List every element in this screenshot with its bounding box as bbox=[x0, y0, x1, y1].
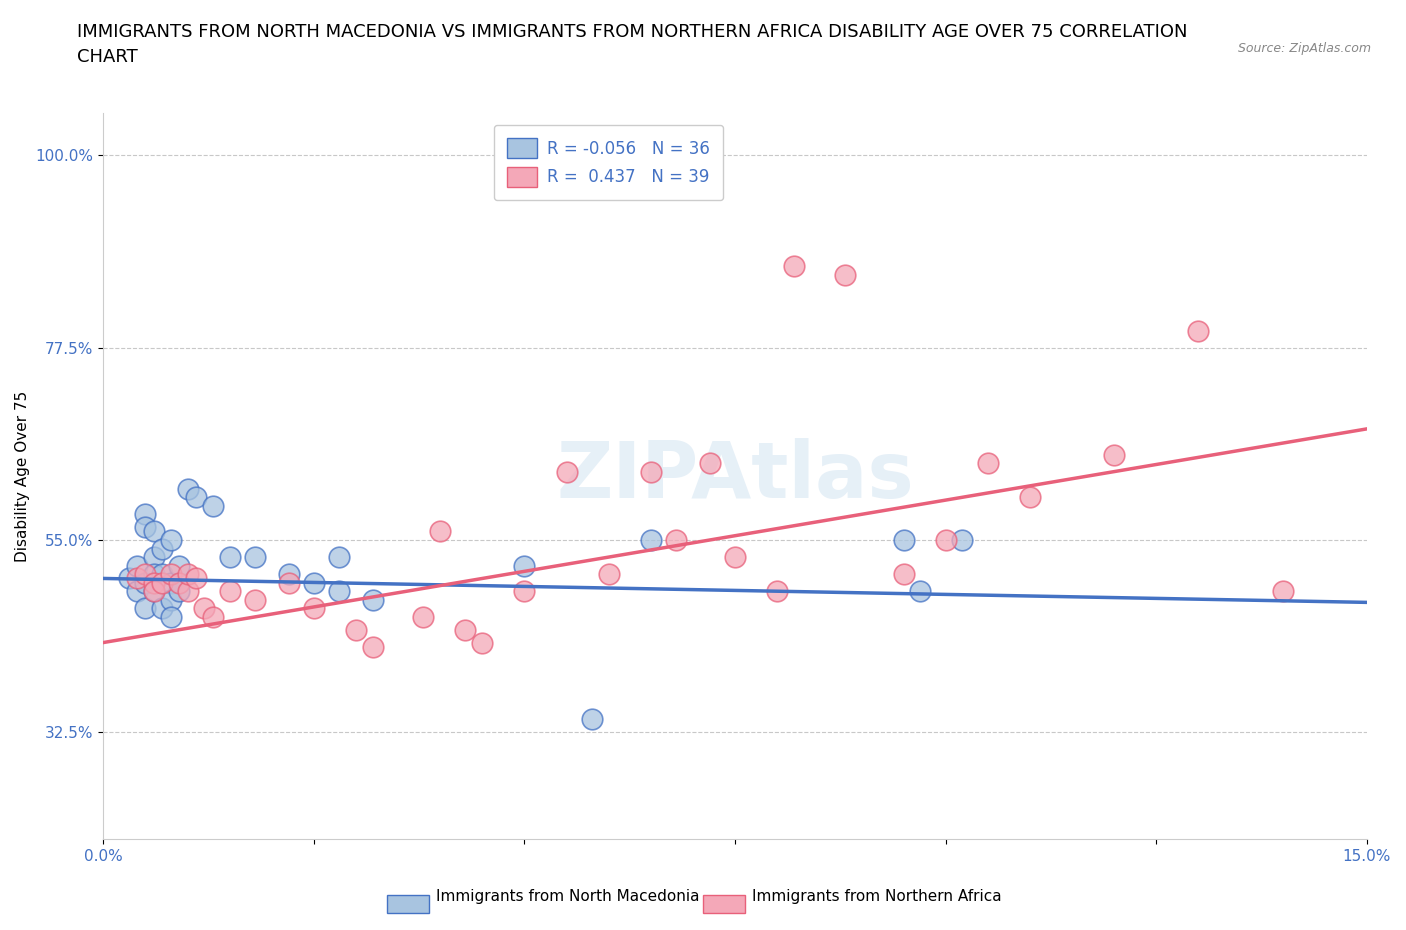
Point bbox=[134, 601, 156, 616]
Point bbox=[150, 601, 173, 616]
Point bbox=[159, 576, 181, 591]
Point bbox=[150, 541, 173, 556]
Point bbox=[184, 490, 207, 505]
Point bbox=[125, 571, 148, 586]
Point bbox=[555, 464, 578, 479]
Point bbox=[176, 566, 198, 581]
Point bbox=[159, 533, 181, 548]
Point bbox=[328, 584, 350, 599]
Point bbox=[243, 550, 266, 565]
Point bbox=[167, 576, 190, 591]
Point bbox=[193, 601, 215, 616]
Point bbox=[125, 558, 148, 573]
Point bbox=[302, 601, 325, 616]
Point bbox=[640, 533, 662, 548]
Text: ZIPAtlas: ZIPAtlas bbox=[557, 438, 914, 514]
Point bbox=[344, 622, 367, 637]
Point bbox=[412, 609, 434, 624]
Point bbox=[142, 524, 165, 538]
Point bbox=[1271, 584, 1294, 599]
Text: Immigrants from Northern Africa: Immigrants from Northern Africa bbox=[752, 889, 1002, 904]
Point bbox=[783, 259, 806, 274]
Point bbox=[429, 524, 451, 538]
Point bbox=[1187, 323, 1209, 338]
Point bbox=[201, 498, 224, 513]
Point bbox=[977, 456, 1000, 471]
Point bbox=[134, 507, 156, 522]
Point bbox=[328, 550, 350, 565]
Point bbox=[167, 558, 190, 573]
Point bbox=[134, 566, 156, 581]
Point bbox=[471, 635, 494, 650]
Text: Immigrants from North Macedonia: Immigrants from North Macedonia bbox=[436, 889, 699, 904]
Point bbox=[159, 566, 181, 581]
Point bbox=[159, 609, 181, 624]
Point bbox=[277, 576, 299, 591]
Point bbox=[766, 584, 789, 599]
Point bbox=[150, 576, 173, 591]
Point bbox=[581, 712, 603, 727]
Point bbox=[910, 584, 932, 599]
Point bbox=[142, 550, 165, 565]
Point bbox=[201, 609, 224, 624]
Point bbox=[699, 456, 721, 471]
Point bbox=[893, 566, 915, 581]
Point bbox=[893, 533, 915, 548]
Point bbox=[598, 566, 620, 581]
Text: Source: ZipAtlas.com: Source: ZipAtlas.com bbox=[1237, 42, 1371, 55]
Point bbox=[117, 571, 139, 586]
Point bbox=[302, 576, 325, 591]
Point bbox=[159, 592, 181, 607]
Text: IMMIGRANTS FROM NORTH MACEDONIA VS IMMIGRANTS FROM NORTHERN AFRICA DISABILITY AG: IMMIGRANTS FROM NORTH MACEDONIA VS IMMIG… bbox=[77, 23, 1188, 66]
Point bbox=[952, 533, 974, 548]
Legend: R = -0.056   N = 36, R =  0.437   N = 39: R = -0.056 N = 36, R = 0.437 N = 39 bbox=[494, 125, 724, 200]
Point bbox=[834, 268, 856, 283]
Point bbox=[134, 576, 156, 591]
Point bbox=[125, 584, 148, 599]
Point bbox=[142, 584, 165, 599]
Point bbox=[176, 584, 198, 599]
Point bbox=[150, 566, 173, 581]
Point bbox=[665, 533, 688, 548]
Point bbox=[513, 584, 536, 599]
Point bbox=[176, 481, 198, 496]
Point bbox=[134, 520, 156, 535]
Point bbox=[167, 584, 190, 599]
Point bbox=[218, 550, 240, 565]
Point bbox=[142, 584, 165, 599]
Point bbox=[724, 550, 747, 565]
Point bbox=[935, 533, 957, 548]
Point bbox=[513, 558, 536, 573]
Point bbox=[277, 566, 299, 581]
Point bbox=[640, 464, 662, 479]
Point bbox=[142, 576, 165, 591]
Point bbox=[218, 584, 240, 599]
Point bbox=[1018, 490, 1040, 505]
Point bbox=[361, 640, 384, 655]
Point bbox=[1102, 447, 1125, 462]
Point bbox=[454, 622, 477, 637]
Point bbox=[184, 571, 207, 586]
Point bbox=[142, 566, 165, 581]
Point bbox=[243, 592, 266, 607]
Y-axis label: Disability Age Over 75: Disability Age Over 75 bbox=[15, 391, 30, 562]
Point bbox=[361, 592, 384, 607]
